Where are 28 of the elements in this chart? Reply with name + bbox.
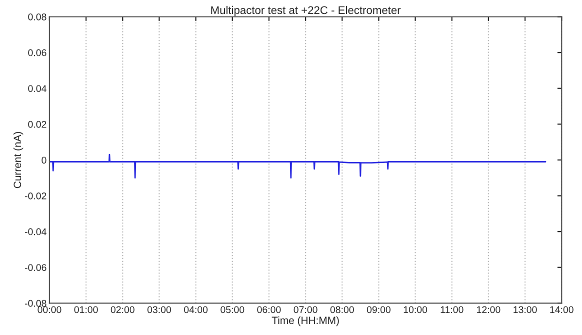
line-series bbox=[49, 154, 546, 179]
x-axis-title: Time (HH:MM) bbox=[272, 316, 339, 326]
x-tick-label: 07:00 bbox=[294, 306, 318, 314]
y-tick-label: -0.04 bbox=[24, 228, 46, 236]
x-tick-label: 06:00 bbox=[257, 306, 281, 314]
y-tick-label: 0.08 bbox=[28, 13, 46, 20]
y-tick-label: 0.02 bbox=[28, 120, 46, 128]
y-tick-label: 0.04 bbox=[28, 85, 46, 92]
x-tick-label: 04:00 bbox=[184, 306, 208, 314]
x-tick-label: 01:00 bbox=[74, 306, 98, 314]
y-tick-label: 0 bbox=[42, 156, 46, 164]
x-tick-label: 03:00 bbox=[147, 306, 172, 314]
y-tick-label: -0.02 bbox=[24, 192, 46, 200]
y-axis-title: Current (nA) bbox=[13, 132, 24, 188]
x-tick-label: 13:00 bbox=[514, 306, 537, 314]
x-tick-label: 00:00 bbox=[38, 306, 62, 314]
y-tick-label: -0.08 bbox=[24, 300, 46, 307]
y-tick-label: -0.06 bbox=[24, 264, 46, 271]
x-tick-label: 08:00 bbox=[330, 306, 354, 314]
x-tick-label: 05:00 bbox=[220, 306, 244, 314]
x-tick-label: 10:00 bbox=[404, 306, 428, 314]
x-tick-label: 12:00 bbox=[477, 306, 500, 314]
x-tick-label: 11:00 bbox=[440, 306, 464, 314]
chart-title: Multipactor test at +22C - Electrometer bbox=[211, 6, 401, 16]
x-tick-label: 02:00 bbox=[110, 306, 134, 314]
x-tick-label: 09:00 bbox=[366, 306, 390, 314]
y-tick-label: 0.06 bbox=[28, 49, 46, 56]
x-tick-label: 14:00 bbox=[550, 306, 574, 314]
